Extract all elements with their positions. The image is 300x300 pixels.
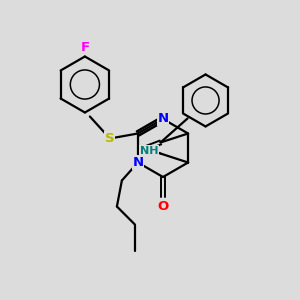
Text: N: N xyxy=(132,156,143,169)
Text: NH: NH xyxy=(140,146,158,156)
Text: O: O xyxy=(158,200,169,212)
Text: F: F xyxy=(80,41,89,54)
Text: S: S xyxy=(105,132,115,145)
Text: N: N xyxy=(158,112,169,125)
